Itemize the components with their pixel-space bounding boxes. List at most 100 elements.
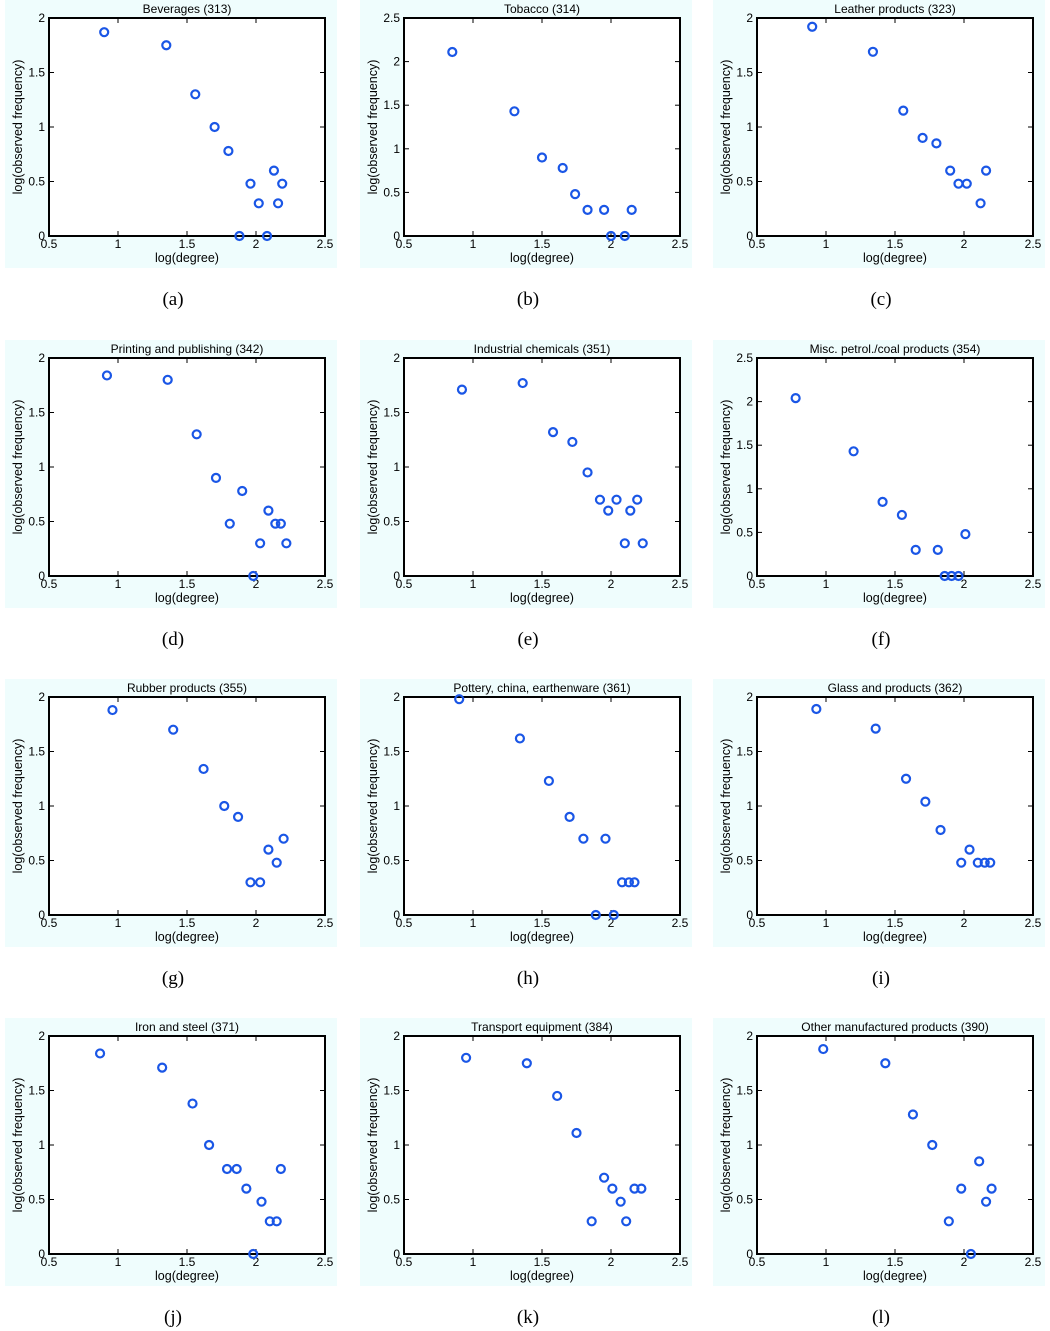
panel-caption: (i) bbox=[872, 968, 890, 989]
x-axis-label: log(degree) bbox=[863, 591, 927, 605]
data-point bbox=[557, 162, 568, 174]
y-tick-label: 0 bbox=[746, 229, 753, 243]
y-tick-label: 0 bbox=[393, 569, 400, 583]
x-tick-label: 0.5 bbox=[41, 577, 58, 591]
chart-title: Beverages (313) bbox=[143, 2, 232, 16]
plot-area bbox=[403, 17, 681, 237]
data-point bbox=[917, 132, 928, 143]
x-axis-label: log(degree) bbox=[863, 1269, 927, 1283]
x-tick-label: 0.5 bbox=[749, 916, 766, 930]
data-point bbox=[255, 538, 266, 549]
y-tick-label: 1.5 bbox=[736, 1084, 753, 1098]
y-tick-label: 1.5 bbox=[28, 406, 45, 420]
data-point bbox=[611, 494, 622, 505]
data-point bbox=[447, 46, 458, 58]
data-point bbox=[986, 1183, 997, 1194]
data-point bbox=[594, 494, 606, 505]
panel-caption: (b) bbox=[517, 289, 539, 310]
x-tick-label: 2.5 bbox=[1025, 1255, 1042, 1269]
y-axis-label: log(observed frequency) bbox=[11, 60, 25, 195]
data-point bbox=[619, 538, 630, 549]
x-tick-label: 1 bbox=[823, 237, 830, 251]
data-point bbox=[521, 1058, 532, 1069]
x-tick-label: 1.5 bbox=[887, 916, 904, 930]
x-tick-label: 2 bbox=[608, 916, 615, 930]
y-tick-label: 1.5 bbox=[28, 745, 45, 759]
data-point bbox=[629, 877, 640, 888]
data-point bbox=[543, 775, 555, 787]
y-tick-label: 2 bbox=[38, 690, 45, 704]
data-point bbox=[932, 544, 943, 555]
data-point bbox=[219, 800, 230, 812]
data-point bbox=[637, 538, 648, 549]
data-point bbox=[867, 46, 879, 57]
data-point bbox=[223, 145, 234, 157]
y-tick-label: 1.5 bbox=[28, 1084, 45, 1098]
data-point bbox=[564, 811, 575, 823]
x-tick-label: 2.5 bbox=[1025, 577, 1042, 591]
chart-title: Industrial chemicals (351) bbox=[474, 342, 611, 356]
x-axis-label: log(degree) bbox=[863, 930, 927, 944]
data-point bbox=[877, 496, 888, 507]
data-point bbox=[277, 178, 288, 189]
y-tick-label: 0.5 bbox=[28, 515, 45, 529]
data-point bbox=[241, 1183, 252, 1194]
x-tick-label: 2 bbox=[961, 1255, 968, 1269]
x-tick-label: 1 bbox=[823, 916, 830, 930]
y-tick-label: 2.5 bbox=[383, 11, 400, 25]
data-point bbox=[598, 1172, 610, 1183]
data-point bbox=[509, 106, 520, 117]
y-tick-label: 0 bbox=[393, 229, 400, 243]
y-axis-label: log(observed frequency) bbox=[11, 400, 25, 535]
data-point bbox=[600, 833, 611, 844]
x-tick-label: 1.5 bbox=[887, 237, 904, 251]
data-point bbox=[275, 518, 286, 529]
data-point bbox=[811, 703, 822, 715]
plot-area bbox=[756, 696, 1034, 916]
chart-title: Rubber products (355) bbox=[127, 681, 247, 695]
chart-title: Tobacco (314) bbox=[504, 2, 580, 16]
data-point bbox=[547, 427, 559, 438]
x-tick-label: 2 bbox=[961, 237, 968, 251]
x-tick-label: 1.5 bbox=[179, 577, 196, 591]
x-tick-label: 2.5 bbox=[672, 577, 689, 591]
y-tick-label: 0 bbox=[38, 1247, 45, 1261]
x-tick-label: 2 bbox=[961, 916, 968, 930]
x-tick-label: 1.5 bbox=[887, 1255, 904, 1269]
data-point bbox=[278, 833, 289, 844]
data-point bbox=[818, 1043, 829, 1055]
plot-area bbox=[756, 1035, 1034, 1255]
y-axis-label: log(observed frequency) bbox=[366, 1078, 380, 1213]
y-tick-label: 0 bbox=[746, 908, 753, 922]
chart-title: Other manufactured products (390) bbox=[801, 1020, 988, 1034]
data-point bbox=[255, 877, 266, 888]
data-point bbox=[980, 1196, 992, 1207]
y-tick-label: 0.5 bbox=[736, 1193, 753, 1207]
chart-panel-6: Misc. petrol./coal products (354) 0.5 1 1.5… bbox=[713, 340, 1045, 650]
y-tick-label: 1 bbox=[38, 120, 45, 134]
data-point bbox=[582, 467, 593, 478]
chart-panel-4: Printing and publishing (342) 0.5 1 1.5 2 2.5… bbox=[5, 340, 337, 650]
x-tick-label: 1.5 bbox=[534, 916, 551, 930]
data-point bbox=[248, 570, 259, 582]
panel-caption: (c) bbox=[870, 289, 891, 310]
chart-title: Transport equipment (384) bbox=[471, 1020, 613, 1034]
plot-area bbox=[756, 357, 1034, 577]
x-tick-label: 2 bbox=[608, 577, 615, 591]
panel-caption: (l) bbox=[872, 1307, 890, 1328]
data-point bbox=[961, 178, 972, 189]
y-tick-label: 1 bbox=[38, 799, 45, 813]
y-axis-label: log(observed frequency) bbox=[366, 739, 380, 874]
data-point bbox=[263, 844, 274, 855]
x-tick-label: 1.5 bbox=[179, 916, 196, 930]
chart-title: Misc. petrol./coal products (354) bbox=[810, 342, 981, 356]
data-point bbox=[578, 833, 589, 844]
data-point bbox=[979, 857, 990, 868]
y-tick-label: 2 bbox=[746, 690, 753, 704]
y-tick-label: 1.5 bbox=[383, 1084, 400, 1098]
chart-panel-1: Beverages (313)0.5 1 1.5 2 2.500.511.52log(d… bbox=[5, 0, 337, 310]
data-point bbox=[248, 1248, 259, 1260]
x-tick-label: 1.5 bbox=[179, 1255, 196, 1269]
x-tick-label: 1.5 bbox=[179, 237, 196, 251]
data-point bbox=[253, 198, 264, 209]
